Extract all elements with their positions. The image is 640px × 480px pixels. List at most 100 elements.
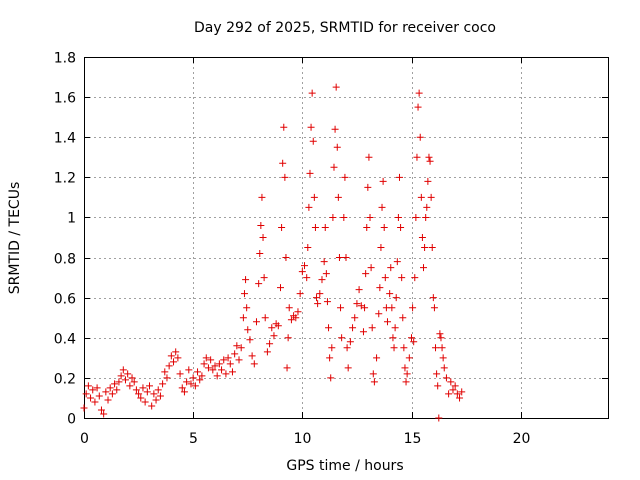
data-point	[117, 372, 125, 380]
data-point	[416, 133, 424, 141]
data-point	[313, 294, 321, 302]
data-point	[250, 360, 258, 368]
data-point	[255, 280, 263, 288]
data-point	[417, 193, 425, 201]
data-point	[323, 298, 331, 306]
data-point	[292, 314, 300, 322]
data-point	[426, 157, 434, 165]
x-tick-label: 10	[294, 431, 312, 447]
data-point	[263, 348, 271, 356]
data-point	[387, 264, 395, 272]
data-point	[176, 370, 184, 378]
data-point	[445, 390, 453, 398]
data-point	[411, 274, 419, 282]
x-tick-label: 0	[80, 431, 89, 447]
data-point	[316, 290, 324, 298]
data-point	[141, 398, 149, 406]
data-point	[187, 380, 195, 388]
data-point	[333, 143, 341, 151]
data-point	[305, 203, 313, 211]
data-point	[261, 314, 269, 322]
data-point	[180, 388, 188, 396]
data-point	[100, 410, 108, 418]
data-point	[172, 348, 180, 356]
data-point	[413, 153, 421, 161]
data-point	[402, 378, 410, 386]
data-point	[392, 294, 400, 302]
data-point	[239, 314, 247, 322]
data-point	[146, 382, 153, 390]
data-point	[341, 173, 349, 181]
data-point	[378, 203, 386, 211]
data-point	[278, 223, 286, 231]
y-tick-label: 1.6	[54, 91, 76, 107]
data-point	[449, 386, 457, 394]
data-point	[281, 173, 289, 181]
data-point	[429, 294, 437, 302]
data-point	[329, 213, 337, 221]
data-point	[174, 354, 182, 362]
data-point	[390, 344, 398, 352]
data-point	[246, 336, 254, 344]
data-point	[340, 213, 348, 221]
data-point	[93, 384, 101, 392]
data-point	[228, 368, 236, 376]
data-point	[421, 244, 429, 252]
data-point	[335, 254, 343, 262]
data-point	[200, 360, 208, 368]
data-point	[414, 103, 422, 111]
data-point	[328, 344, 336, 352]
data-point	[91, 398, 99, 406]
data-point	[376, 284, 384, 292]
data-point	[377, 244, 385, 252]
data-point	[355, 286, 363, 294]
data-point	[361, 304, 369, 312]
data-point	[128, 374, 136, 382]
data-point	[440, 364, 448, 372]
data-point	[282, 254, 290, 262]
data-point	[306, 169, 314, 177]
data-point	[337, 304, 345, 312]
data-point	[274, 322, 282, 330]
data-point	[418, 234, 426, 241]
data-point	[397, 223, 405, 231]
data-point	[439, 354, 447, 362]
data-point	[428, 244, 436, 252]
data-point	[222, 370, 230, 378]
data-point	[393, 258, 401, 266]
data-point	[279, 159, 287, 167]
data-point	[438, 344, 446, 352]
data-point	[167, 352, 175, 360]
y-tick-label: 0	[67, 412, 76, 428]
data-point	[277, 284, 284, 292]
data-point	[326, 354, 334, 362]
data-point	[198, 372, 206, 380]
data-point	[301, 262, 309, 270]
y-tick-label: 0.8	[54, 252, 76, 268]
data-series	[80, 83, 466, 422]
data-point	[165, 362, 173, 370]
data-point	[381, 274, 389, 282]
data-point	[194, 368, 202, 376]
data-point	[84, 382, 92, 390]
data-point	[285, 304, 293, 312]
data-point	[202, 354, 210, 362]
data-point	[451, 382, 459, 390]
data-point	[424, 177, 432, 185]
data-point	[87, 394, 95, 402]
data-point	[379, 177, 387, 185]
data-point	[139, 384, 147, 392]
data-point	[349, 324, 357, 332]
data-point	[363, 223, 371, 231]
data-point	[409, 304, 417, 312]
data-point	[189, 374, 197, 382]
data-point	[224, 354, 232, 362]
data-point	[108, 390, 116, 398]
data-point	[430, 304, 438, 312]
data-point	[235, 356, 243, 364]
data-point	[215, 360, 223, 368]
data-point	[388, 304, 396, 312]
data-point	[161, 368, 169, 376]
data-point	[367, 264, 375, 272]
